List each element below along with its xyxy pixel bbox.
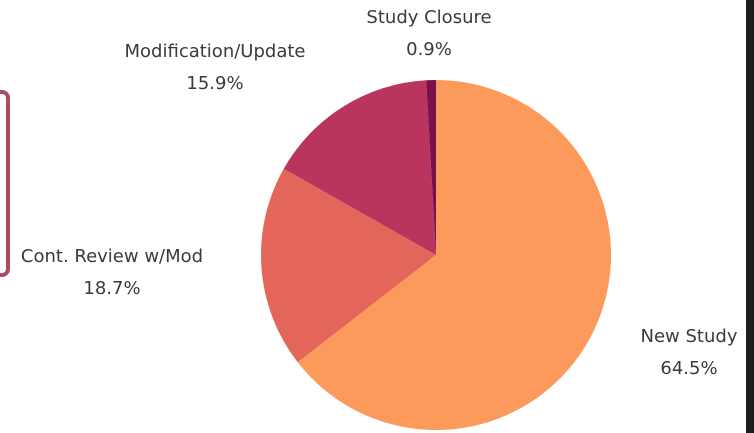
side-panel-border <box>0 90 10 277</box>
slice-value-label: 0.9% <box>406 39 452 60</box>
slice-label: Study Closure <box>366 7 491 28</box>
slice-value-label: 64.5% <box>660 358 717 379</box>
slice-label: New Study <box>641 326 738 347</box>
pie-slice <box>426 80 436 255</box>
slice-label: Cont. Review w/Mod <box>21 246 203 267</box>
labels: New Study 64.5% Cont. Review w/Mod 18.7% Mod… <box>21 7 738 379</box>
slice-value-label: 15.9% <box>186 73 243 94</box>
pie-slice <box>297 80 611 431</box>
slices <box>260 80 611 431</box>
window-edge <box>746 0 754 433</box>
pie-slice <box>260 168 436 363</box>
slice-value-label: 18.7% <box>83 278 140 299</box>
pie-slice <box>283 80 436 256</box>
slice-label: Modification/Update <box>125 41 306 62</box>
